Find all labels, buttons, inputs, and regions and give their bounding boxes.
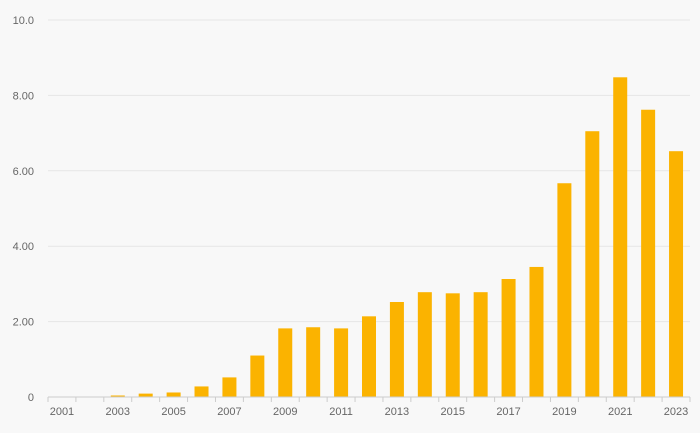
x-tick-label: 2011 [329, 406, 353, 418]
bar-2020 [585, 131, 600, 397]
x-tick-label: 2013 [385, 406, 409, 418]
grid-layer [48, 19, 690, 323]
y-tick-label: 6.00 [13, 166, 34, 178]
x-tick-label: 2001 [50, 406, 74, 418]
bar-2017 [501, 279, 516, 397]
bar-2016 [473, 292, 488, 397]
bar-2015 [445, 293, 460, 397]
y-tick-label: 4.00 [13, 241, 34, 253]
y-tick-label: 8.00 [13, 90, 34, 102]
bar-2007 [222, 377, 237, 397]
bar-layer [110, 77, 684, 398]
x-tick-label: 2003 [106, 406, 130, 418]
x-tick-label: 2005 [161, 406, 185, 418]
y-tick-label: 2.00 [13, 317, 34, 329]
y-tick-label: 0 [28, 392, 34, 404]
bar-2021 [613, 77, 628, 398]
bar-2005 [166, 392, 181, 397]
bar-2008 [250, 355, 265, 397]
label-layer: 0 2.00 4.00 6.00 8.00 10.0 2001 2003 2005 2007 200… [13, 15, 689, 418]
bar-2004 [138, 393, 153, 397]
bar-2012 [362, 316, 376, 397]
y-tick-label: 10.0 [13, 15, 34, 27]
bar-2011 [334, 328, 349, 397]
axis-layer [47, 396, 691, 402]
bar-2013 [389, 302, 404, 397]
bar-2009 [278, 328, 293, 397]
x-tick-label: 2019 [552, 406, 576, 418]
bar-2023 [669, 151, 684, 397]
x-tick-label: 2009 [273, 406, 297, 418]
x-tick-label: 2007 [217, 406, 241, 418]
bar-2003 [110, 395, 125, 397]
x-tick-label: 2017 [496, 406, 520, 418]
bar-2022 [641, 109, 656, 397]
bar-2010 [306, 327, 321, 397]
bar-2018 [529, 266, 544, 397]
x-tick-label: 2015 [440, 406, 464, 418]
bar-2006 [194, 386, 209, 397]
bar-2019 [557, 183, 572, 397]
x-tick-label: 2021 [608, 406, 632, 418]
bar-2014 [417, 292, 432, 397]
x-tick-label: 2023 [664, 406, 688, 418]
